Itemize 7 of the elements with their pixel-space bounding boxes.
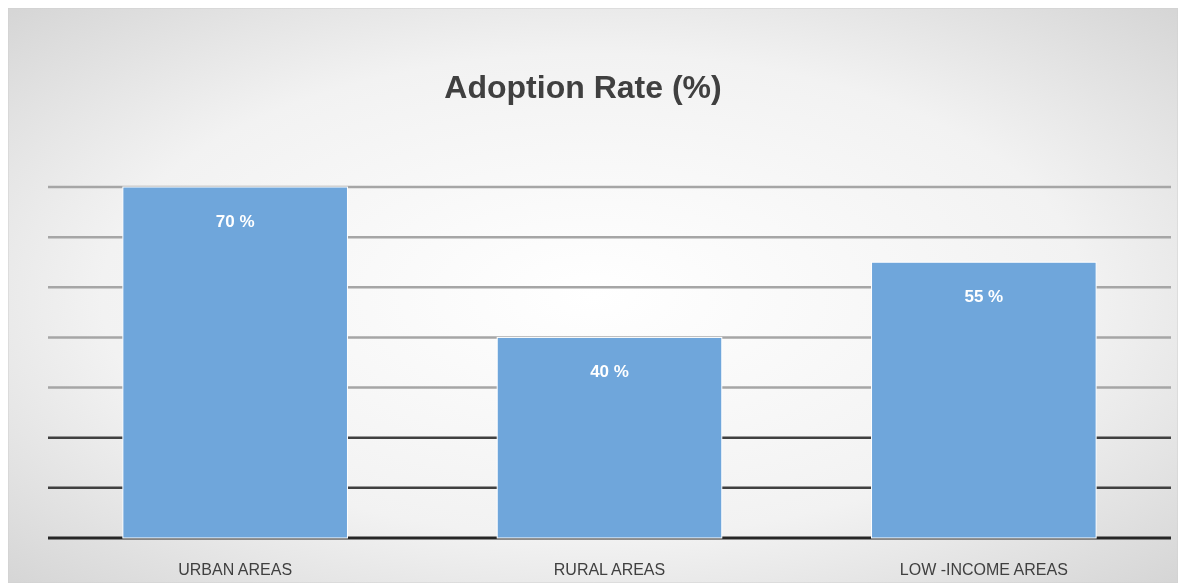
x-tick-label: URBAN AREAS — [178, 561, 293, 578]
data-label: 70 % — [215, 212, 255, 231]
chart-title: Adoption Rate (%) — [444, 69, 722, 105]
x-tick-label: LOW -INCOME AREAS — [899, 561, 1068, 578]
data-label: 40 % — [590, 362, 629, 382]
data-label: 55 % — [964, 287, 1004, 307]
x-tick-label: RURAL AREAS — [553, 561, 666, 578]
